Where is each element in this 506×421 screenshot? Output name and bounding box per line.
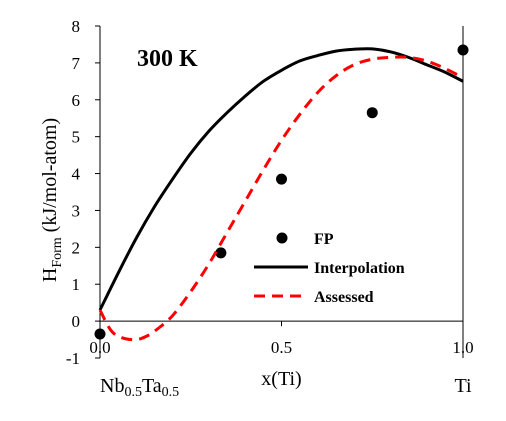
- y-tick-label: -1: [66, 349, 80, 368]
- composition-subscript: 0.5: [162, 385, 180, 400]
- composition-right-label: Ti: [454, 375, 472, 397]
- legend-label: FP: [314, 231, 334, 248]
- y-axis-label: HForm (kJ/mol-atom): [39, 118, 65, 282]
- y-tick-label: 6: [72, 91, 81, 110]
- assessed-series-line: [98, 55, 464, 342]
- fp-data-point: [457, 44, 469, 56]
- legend-label: Interpolation: [314, 260, 405, 277]
- y-axis-label-unit: (kJ/mol-atom): [39, 118, 61, 237]
- composition-element: Nb: [100, 375, 124, 397]
- series-layer: [94, 44, 469, 342]
- y-tick-label: 7: [72, 54, 81, 73]
- x-tick-label: 0.0: [89, 338, 110, 357]
- legend-fp-marker: [276, 232, 288, 244]
- x-tick-label: 0.5: [271, 338, 292, 357]
- temperature-annotation: 300 K: [137, 46, 198, 72]
- y-tick-label: 1: [72, 275, 81, 294]
- y-tick-label: 2: [72, 238, 81, 257]
- legend: FP Interpolation Assessed: [254, 231, 405, 306]
- composition-element: Ta: [142, 375, 162, 397]
- fp-data-point: [276, 173, 287, 185]
- y-tick-label: 5: [72, 128, 81, 147]
- y-tick-label: 8: [72, 17, 81, 36]
- fp-data-point: [94, 328, 106, 340]
- fp-data-point: [366, 107, 378, 119]
- interpolation-series-line: [98, 47, 464, 311]
- legend-label: Assessed: [314, 289, 374, 306]
- x-axis-label: x(Ti): [261, 368, 301, 390]
- fp-data-point: [215, 247, 227, 259]
- composition-subscript: 0.5: [124, 385, 142, 400]
- x-tick-label: 1.0: [452, 338, 473, 357]
- y-tick-label: 0: [72, 312, 81, 331]
- y-axis-label-sub: Form: [50, 237, 65, 267]
- axes: -1 0 1 2 3 4 5 6 7 8 0.0 0.5 1.0: [66, 17, 474, 368]
- composition-left-label: Nb0.5Ta0.5: [100, 375, 179, 400]
- y-tick-label: 3: [72, 201, 81, 220]
- y-tick-label: 4: [72, 165, 81, 184]
- y-axis-label-main: H: [39, 268, 61, 282]
